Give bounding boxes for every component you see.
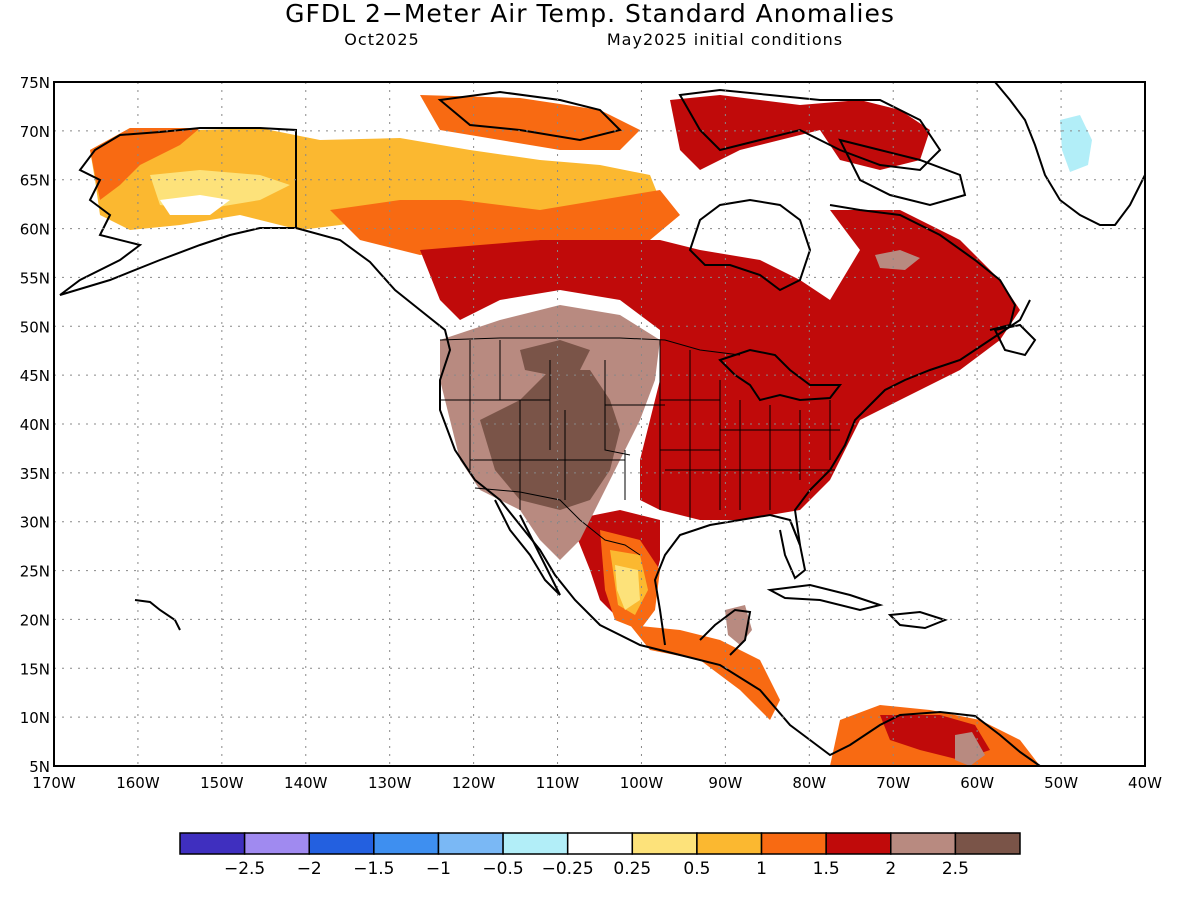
coastline-hawaii [134,599,181,631]
lat-tick-label: 70N [20,123,50,141]
lat-tick-label: 10N [20,709,50,727]
lon-tick-label: 140W [284,774,328,792]
lat-tick-label: 25N [20,563,50,581]
colorbar-tick-label: −0.25 [542,859,594,879]
colorbar-tick-label: 2 [885,859,896,879]
anomaly-region-arctic-red [670,95,930,170]
colorbar-tick-label: −0.5 [482,859,523,879]
lat-tick-label: 60N [20,221,50,239]
gridlines [54,82,1145,766]
lat-tick-label: 75N [20,74,50,92]
anomaly-region-alaska-1.5 [90,128,200,200]
anomaly-region-yukon-1.5 [330,190,680,255]
lon-tick-label: 90W [708,774,742,792]
anomaly-region-labrador-2 [875,250,920,270]
colorbar-tick-label: −2 [297,859,322,879]
lon-tick-label: 70W [876,774,910,792]
lat-tick-label: 35N [20,465,50,483]
coastline-hispaniola [887,610,948,630]
colorbar-tick-label: −1 [426,859,451,879]
coastline-great-lakes [718,348,843,402]
colorbar-swatch [890,832,957,855]
colorbar [179,832,1021,855]
coastline-labrador [829,204,1017,331]
coastline-baja [494,499,561,596]
colorbar-swatch [373,832,440,855]
coastline-greenland [994,82,1145,226]
colorbar-tick-label: 1 [756,859,767,879]
anomaly-region-arctic-islands [420,95,640,150]
colorbar-tick-label: 0.25 [613,859,651,879]
coastline-arctic-1 [437,90,622,142]
anomaly-region-central-america [630,625,780,720]
coastline-baffin [838,138,967,207]
lon-tick-label: 120W [452,774,496,792]
lat-tick-label: 65N [20,172,50,190]
colorbar-swatch [566,832,634,855]
colorbar-swatch [631,832,698,855]
colorbar-swatch [825,832,892,855]
lon-tick-label: 110W [536,774,580,792]
lon-tick-label: 80W [792,774,826,792]
lon-tick-label: 100W [620,774,664,792]
map-panel [54,82,1145,766]
lat-tick-label: 45N [20,367,50,385]
colorbar-swatch [954,832,1021,855]
colorbar-swatch [760,832,827,855]
chart-title: GFDL 2−Meter Air Temp. Standard Anomalie… [285,0,895,28]
colorbar-tick-label: 1.5 [813,859,840,879]
coastline-florida [779,519,807,580]
coastline-yucatan [699,608,752,656]
colorbar-swatch [437,832,504,855]
lat-tick-label: 40N [20,416,50,434]
colorbar-swatch [179,832,246,855]
anomaly-region-canada-east [420,210,1020,520]
political-borders [295,130,840,556]
lat-tick-label: 20N [20,611,50,629]
initial-conditions-label: May2025 initial conditions [607,30,843,49]
lon-tick-label: 130W [368,774,412,792]
lat-tick-label: 30N [20,514,50,532]
lon-tick-label: 150W [200,774,244,792]
border-states-2 [440,399,840,471]
anomaly-region-west-us-2.5b [520,340,590,375]
coastline-arctic-2 [678,88,942,172]
colorbar-swatch [308,832,375,855]
anomaly-region-alaska-white [160,195,230,215]
colorbar-tick-label: 2.5 [942,859,969,879]
lat-tick-label: 5N [29,758,50,776]
coastline-cuba [766,583,884,612]
colorbar-tick-label: −1.5 [353,859,394,879]
map-frame [53,81,1146,767]
lon-tick-label: 60W [960,774,994,792]
latitude-axis: 75N 70N 65N 60N 55N 50N 45N 40N 35N 30N 25N 20N 15N 1… [20,74,50,776]
lat-tick-label: 50N [20,318,50,336]
target-month-label: Oct2025 [344,30,419,49]
colorbar-labels: −2.5 −2 −1.5 −1 −0.5 −0.25 0.25 0.5 1 1.5 2 2.5 [224,859,969,879]
coastline-alaska [59,127,297,296]
coastline-west-coast [295,227,1041,766]
lon-tick-label: 50W [1044,774,1078,792]
lon-tick-label: 170W [32,774,76,792]
lat-tick-label: 15N [20,660,50,678]
longitude-axis: 170W 160W 150W 140W 130W 120W 110W 100W 90W 80W 70… [32,774,1162,792]
anomaly-region-greenland-cool [1060,115,1092,172]
colorbar-swatch [243,832,310,855]
anomaly-region-sa-2 [955,732,985,766]
colorbar-swatch [696,832,763,855]
colorbar-tick-label: −2.5 [224,859,265,879]
lat-tick-label: 55N [20,269,50,287]
border-us-canada [439,337,741,356]
coastline-hudson-bay [688,198,812,292]
anomaly-region-mexico-0.5 [615,565,640,610]
colorbar-swatch [502,832,569,855]
lon-tick-label: 160W [116,774,160,792]
colorbar-tick-label: 0.5 [683,859,710,879]
coastline-gulf-east [653,299,1031,646]
lon-tick-label: 40W [1128,774,1162,792]
